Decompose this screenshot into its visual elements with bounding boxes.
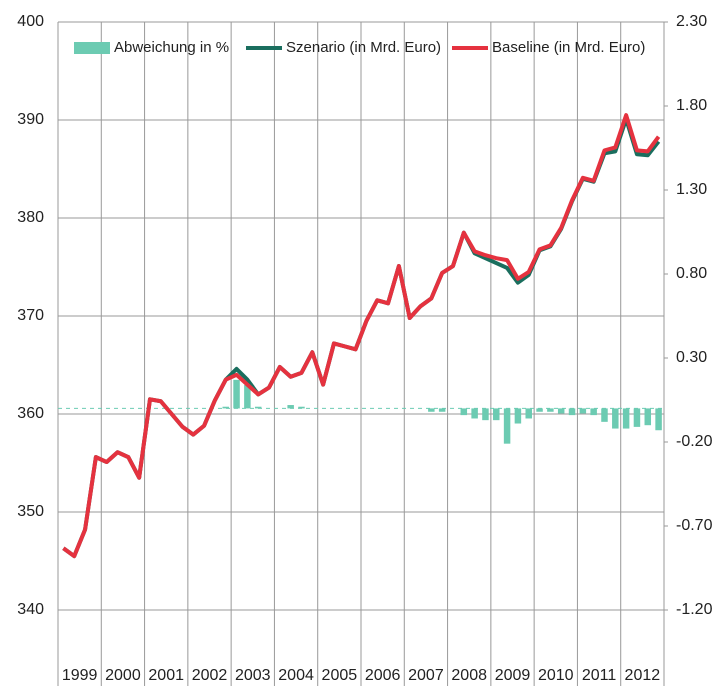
bar (547, 408, 554, 412)
x-tick-label: 2001 (148, 667, 184, 684)
bar (428, 408, 435, 412)
x-tick-label: 2010 (538, 667, 574, 684)
y2-tick-label: -0.70 (676, 517, 713, 534)
legend-label: Baseline (in Mrd. Euro) (492, 39, 645, 56)
bar (438, 408, 446, 412)
bar (612, 408, 619, 429)
bar (460, 408, 468, 416)
y-tick-label: 400 (17, 13, 44, 30)
bar (655, 408, 662, 431)
x-tick-label: 2007 (408, 667, 444, 684)
bar (244, 384, 251, 409)
y-tick-label: 370 (17, 307, 44, 324)
x-tick-label: 2005 (322, 667, 358, 684)
x-tick-label: 1999 (62, 667, 98, 684)
y2-tick-label: 0.30 (676, 349, 707, 366)
y2-tick-label: 2.30 (676, 13, 707, 30)
bar (579, 408, 587, 414)
x-tick-label: 2006 (365, 667, 401, 684)
y2-tick-label: 0.80 (676, 265, 707, 282)
y-tick-label: 380 (17, 209, 44, 226)
bar (254, 406, 262, 409)
bar (601, 408, 608, 422)
bar (568, 408, 576, 416)
bar (525, 408, 532, 419)
legend-label: Szenario (in Mrd. Euro) (286, 39, 441, 56)
bar (536, 408, 543, 412)
x-tick-label: 2008 (451, 667, 487, 684)
bar (590, 408, 597, 416)
x-tick-label: 2012 (625, 667, 661, 684)
x-tick-label: 2002 (192, 667, 228, 684)
bar (633, 408, 641, 427)
bar (471, 408, 478, 419)
legend-swatch (74, 42, 110, 54)
bar (622, 408, 630, 429)
bar (493, 408, 500, 421)
y-tick-label: 340 (17, 601, 44, 618)
bar (287, 405, 294, 409)
y2-tick-label: -1.20 (676, 601, 713, 618)
bar (233, 379, 240, 409)
legend-label: Abweichung in % (114, 39, 229, 56)
y-tick-label: 390 (17, 111, 44, 128)
line (62, 113, 661, 559)
y2-tick-label: -0.20 (676, 433, 713, 450)
y-tick-label: 360 (17, 405, 44, 422)
bar (298, 406, 305, 409)
bar (514, 408, 522, 424)
y-tick-label: 350 (17, 503, 44, 520)
x-tick-label: 2011 (582, 667, 617, 684)
y2-tick-label: 1.30 (676, 181, 707, 198)
x-tick-label: 2003 (235, 667, 271, 684)
bar (557, 408, 565, 414)
bar (482, 408, 489, 421)
bar (222, 406, 229, 409)
bar (644, 408, 652, 426)
y2-tick-label: 1.80 (676, 97, 707, 114)
x-tick-label: 2009 (495, 667, 531, 684)
x-tick-label: 2000 (105, 667, 141, 684)
x-tick-label: 2004 (278, 667, 314, 684)
bar (503, 408, 511, 444)
